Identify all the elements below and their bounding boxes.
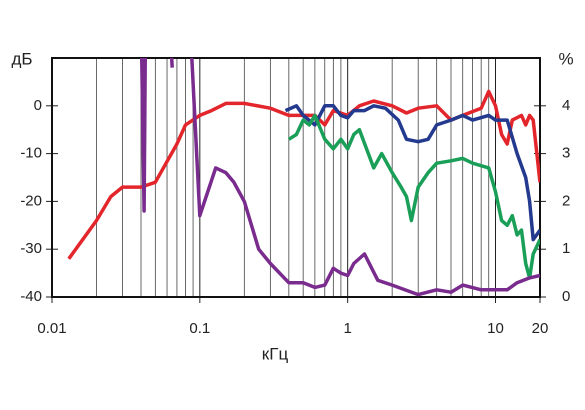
series-line xyxy=(287,113,540,280)
y2-axis-label: % xyxy=(558,49,573,68)
y2-tick-label: 1 xyxy=(562,240,570,257)
x-axis-label: кГц xyxy=(262,344,289,363)
y2-tick-label: 3 xyxy=(562,145,570,162)
series-line xyxy=(139,58,540,297)
y2-tick-label: 4 xyxy=(562,97,570,114)
x-tick-label: 20 xyxy=(532,320,549,337)
y-tick-label: -40 xyxy=(20,288,42,305)
x-tick-label: 0.1 xyxy=(189,320,210,337)
y2-tick-label: 2 xyxy=(562,192,570,209)
x-tick-label: 10 xyxy=(487,320,504,337)
y-tick-label: -10 xyxy=(20,145,42,162)
x-tick-label: 0.01 xyxy=(37,320,66,337)
y-tick-label: -30 xyxy=(20,240,42,257)
plot-frame xyxy=(51,57,541,298)
y-tick-label: 0 xyxy=(34,97,42,114)
y-axis-label: дБ xyxy=(11,49,32,68)
y-tick-label: -20 xyxy=(20,192,42,209)
series-line xyxy=(67,89,540,260)
series-line xyxy=(284,104,540,242)
y2-tick-label: 0 xyxy=(562,288,570,305)
x-tick-label: 1 xyxy=(343,320,351,337)
